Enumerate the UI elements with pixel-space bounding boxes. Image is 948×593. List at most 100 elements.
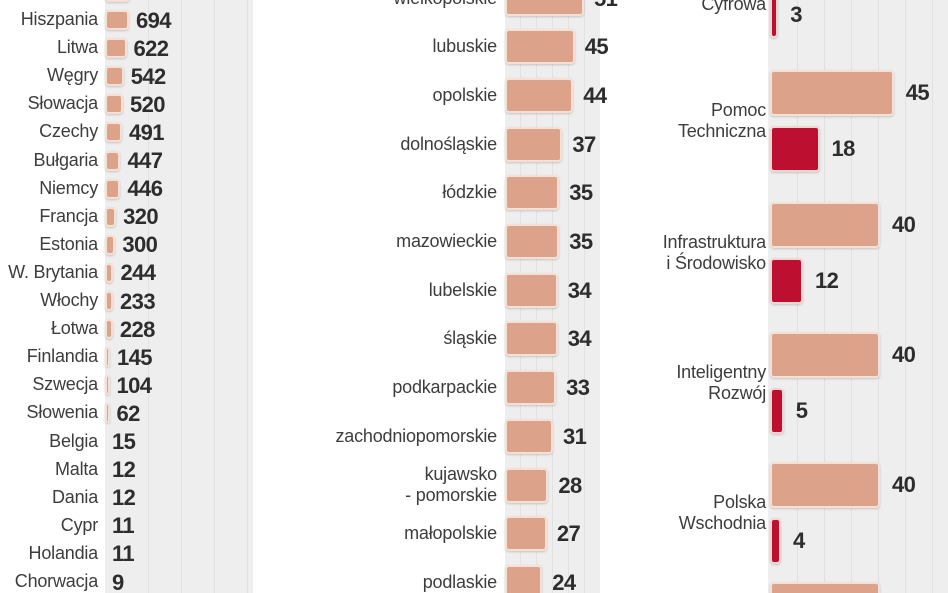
- voivodeship-value: 24: [552, 569, 576, 593]
- country-label: Belgia: [49, 430, 98, 451]
- program-bar-dark: [770, 388, 784, 434]
- country-value: 12: [112, 485, 136, 511]
- country-bar: [105, 347, 111, 368]
- country-bar: [105, 234, 116, 255]
- program-label: Pomoc Techniczna: [677, 100, 766, 141]
- country-bar: [105, 206, 117, 227]
- country-bar: [105, 122, 122, 143]
- country-value: 145: [117, 344, 153, 370]
- country-value: 11: [112, 513, 135, 539]
- voivodeship-value: 34: [567, 277, 592, 303]
- country-value: 542: [130, 63, 167, 89]
- voivodeship-value: 27: [556, 521, 581, 547]
- country-bar: [105, 403, 110, 424]
- program-bar-dark: [770, 518, 781, 564]
- country-label: Finlandia: [26, 346, 98, 367]
- countries-plot-panel: [105, 0, 253, 593]
- voivodeship-bar: [505, 175, 560, 211]
- country-label: Czechy: [39, 121, 98, 142]
- program-value-dark: 18: [831, 136, 856, 161]
- country-value: 12: [112, 457, 136, 483]
- voivodeship-bar: [505, 418, 554, 454]
- voivodeship-label: lubelskie: [428, 279, 497, 300]
- program-label: Inteligentny Rozwój: [676, 362, 766, 403]
- country-bar: [105, 38, 127, 59]
- country-label: Litwa: [56, 37, 98, 58]
- voivodeship-label: zachodniopomorskie: [335, 425, 498, 446]
- country-label: Słowenia: [26, 402, 99, 423]
- voivodeship-bar: [505, 467, 549, 503]
- country-value: 244: [120, 260, 156, 286]
- program-bar-dark: [770, 0, 779, 38]
- voivodeship-bar: [505, 272, 558, 308]
- program-value-light: 45: [905, 80, 930, 105]
- voivodeship-label: łódzkie: [442, 182, 497, 203]
- program-value-dark: 3: [790, 2, 802, 27]
- country-value: 104: [116, 372, 153, 398]
- country-label: Chorwacja: [14, 571, 98, 591]
- voivodeship-bar: [505, 224, 560, 259]
- country-bar: [105, 66, 124, 87]
- country-label: W. Brytania: [8, 261, 98, 282]
- voivodeship-bar: [505, 126, 563, 162]
- country-label: Malta: [54, 458, 98, 479]
- country-label: Dania: [51, 486, 98, 507]
- voivodeship-value: 31: [563, 423, 587, 449]
- country-value: 694: [136, 7, 172, 33]
- voivodeship-value: 51: [594, 0, 618, 10]
- voivodeship-label: kujawsko - pomorskie: [405, 464, 497, 505]
- country-value: 228: [119, 316, 156, 342]
- country-value: 491: [128, 119, 165, 145]
- program-bar-dark: [770, 258, 803, 304]
- country-label: Hiszpania: [20, 9, 98, 29]
- program-label: Infrastruktura i Środowisko: [662, 232, 766, 273]
- country-bar: [105, 178, 121, 199]
- voivodeship-value: 45: [584, 34, 609, 60]
- program-value-dark: 12: [815, 268, 839, 293]
- country-value: 11: [112, 541, 135, 567]
- voivodeship-bar: [505, 0, 585, 16]
- voivodeship-value: 34: [567, 326, 592, 352]
- country-value: 622: [133, 35, 170, 61]
- country-value: 300: [122, 232, 158, 258]
- country-value: 233: [120, 288, 156, 314]
- voivodeship-value: 44: [583, 82, 607, 108]
- program-value-dark: 4: [793, 528, 805, 553]
- country-label: Węgry: [46, 65, 98, 86]
- country-label: Niemcy: [39, 177, 98, 198]
- country-value: 15: [112, 429, 136, 454]
- program-bar-light: [770, 332, 880, 378]
- country-bar: [105, 94, 123, 115]
- voivodeship-label: małopolskie: [404, 523, 497, 544]
- voivodeship-label: opolskie: [432, 84, 498, 105]
- voivodeship-label: mazowieckie: [396, 231, 497, 251]
- voivodeship-label: podlaskie: [422, 571, 497, 592]
- country-bar: [105, 262, 114, 283]
- country-bar: [105, 375, 110, 396]
- country-bar-clipped: [105, 0, 130, 2]
- country-label: Słowacja: [27, 93, 99, 114]
- program-label: Cyfrowa: [701, 0, 766, 14]
- voivodeship-bar: [505, 564, 543, 593]
- country-label: Francja: [39, 205, 98, 226]
- voivodeship-bar: [505, 370, 557, 406]
- voivodeship-label: podkarpackie: [392, 377, 497, 398]
- program-bar-clipped: [770, 582, 880, 593]
- country-bar: [105, 150, 121, 171]
- voivodeship-label: lubuskie: [432, 36, 498, 57]
- country-value: 520: [129, 91, 166, 117]
- country-bar: [105, 319, 113, 340]
- voivodeship-value: 37: [572, 131, 596, 157]
- voivodeship-label: dolnośląskie: [400, 133, 497, 154]
- country-value: 9: [112, 569, 124, 593]
- country-value: 62: [116, 400, 141, 426]
- voivodeship-bar: [505, 77, 574, 113]
- voivodeship-label: wielkopolskie: [297, 0, 498, 9]
- program-bar-light: [770, 202, 880, 248]
- voivodeship-bar: [505, 516, 547, 552]
- country-bar: [105, 10, 129, 30]
- voivodeship-value: 35: [569, 180, 593, 206]
- program-value-light: 40: [892, 342, 916, 367]
- country-label: Łotwa: [50, 318, 98, 339]
- voivodeship-bar: [505, 29, 575, 65]
